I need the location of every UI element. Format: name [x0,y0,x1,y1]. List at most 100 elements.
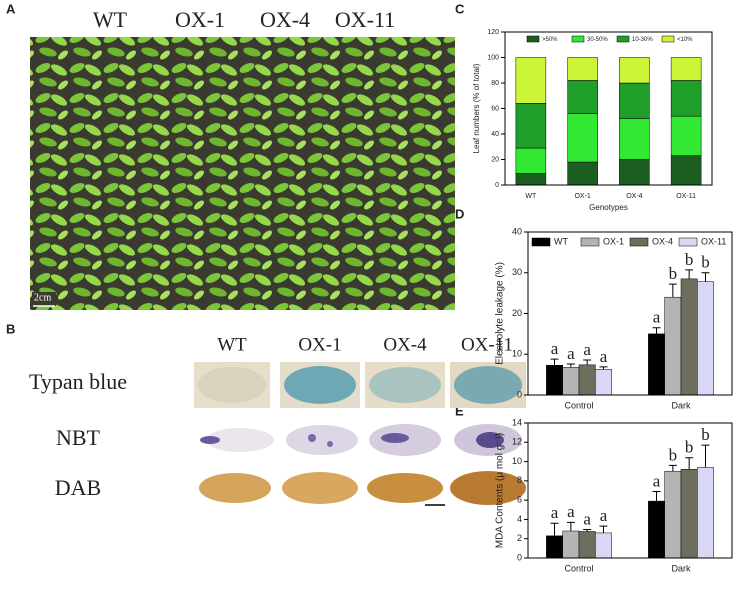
y-tick-label: 40 [491,131,499,138]
x-tick-label: Control [564,563,593,573]
y-axis-label: Electrolyte leakage (%) [495,262,506,365]
bar [697,281,714,396]
bar-segment [567,113,598,163]
bar-segment [670,155,702,186]
significance-letter: a [551,339,559,358]
bar-segment [670,57,702,81]
panel-label: C [455,1,465,16]
significance-letter: a [583,509,591,528]
bar-segment [619,82,650,119]
significance-letter: a [600,506,608,525]
scale-label: 2cm [34,292,51,303]
x-tick-label: Control [564,400,593,410]
y-tick-label: 80 [491,80,499,87]
error-bar [685,457,694,470]
legend-swatch [571,35,585,43]
panel-label: A [6,1,16,16]
error-bar [583,529,592,532]
error-bar [566,521,575,531]
error-bar [685,269,694,279]
error-bar [701,444,710,468]
y-tick-label: 6 [517,495,522,505]
y-tick-label: 40 [512,226,522,236]
legend-label: >50% [542,37,558,43]
error-bar [652,490,661,502]
bar [562,367,580,396]
column-label: OX-11 [461,334,513,355]
significance-letter: b [701,253,710,272]
bar-segment [619,159,650,186]
y-axis-label: Leaf numbers (% of total) [472,63,481,153]
significance-letter: b [669,264,678,283]
bar [697,467,714,559]
column-label: OX-4 [383,334,427,355]
legend-label: OX-11 [701,236,726,246]
significance-letter: a [567,502,575,521]
y-tick-label: 8 [517,475,522,485]
y-tick-label: 30 [512,267,522,277]
legend-swatch [661,35,675,43]
genotype-label: OX-11 [335,7,395,32]
y-tick-label: 2 [517,533,522,543]
bar-segment [670,115,702,156]
significance-letter: b [701,425,710,444]
y-tick-label: 10 [512,349,522,359]
legend-label: 10-30% [632,37,653,43]
bar-segment [567,80,598,114]
bar-segment [515,173,547,186]
row-label: Typan blue [29,369,127,394]
error-bar [652,327,661,334]
legend-swatch [526,35,540,43]
y-tick-label: 120 [487,29,499,36]
bar-segment [515,103,547,149]
error-bar [566,363,575,368]
plot-frame [504,31,713,186]
legend-label: WT [554,236,568,246]
significance-letter: a [600,347,608,366]
x-axis-label: Genotypes [589,203,628,212]
row-label: DAB [55,475,101,500]
legend-swatch [531,237,551,247]
legend-label: OX-4 [652,236,673,246]
genotype-label: OX-1 [175,7,225,32]
bar [578,364,596,396]
significance-letter: a [551,503,559,522]
y-tick-label: 0 [495,182,499,189]
column-label: WT [217,334,247,355]
scale-bg [32,292,56,306]
bar [546,535,563,559]
column-label: OX-1 [298,334,341,355]
significance-letter: a [583,340,591,359]
x-tick-label: Dark [671,563,691,573]
bar-segment [619,118,650,160]
x-tick-label: OX-1 [574,193,590,200]
bar [648,500,665,559]
y-tick-label: 100 [487,54,499,61]
significance-letter: b [685,438,694,457]
bar-segment [515,147,547,174]
legend-label: <10% [677,37,693,43]
x-tick-label: OX-4 [626,193,642,200]
y-tick-label: 60 [491,105,499,112]
y-tick-label: 4 [517,514,522,524]
panel-label: B [6,321,15,336]
y-tick-label: 12 [512,437,522,447]
panel-label: E [455,403,464,418]
x-tick-label: Dark [671,400,691,410]
bar [578,531,596,559]
plot-frame [527,422,733,559]
x-tick-label: WT [525,193,537,200]
bar [562,530,580,559]
y-tick-label: 14 [512,417,522,427]
bar [595,532,612,559]
error-bar [701,272,710,282]
legend-swatch [616,35,630,43]
y-tick-label: 20 [491,156,499,163]
y-tick-label: 10 [512,456,522,466]
error-bar [668,464,677,472]
legend-label: 30-50% [587,37,608,43]
bar-segment [670,80,702,117]
error-bar [599,525,608,533]
bar-segment [515,57,547,104]
y-tick-label: 20 [512,308,522,318]
